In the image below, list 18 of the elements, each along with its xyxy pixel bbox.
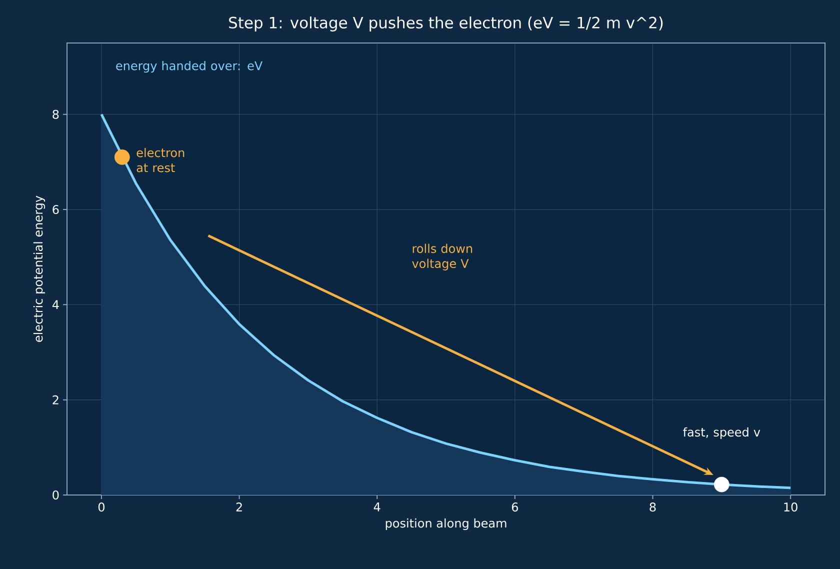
x-tick-label: 8 [650,502,656,512]
annotation: energy handed over: eV [116,60,263,73]
y-tick-label: 6 [52,204,59,214]
annotation: electron at rest [136,148,184,172]
x-tick-label: 4 [374,502,380,512]
chart-title: Step 1: voltage V pushes the electron (eV = 1/2 m v^2) [229,16,663,32]
y-axis-title: electric potential energy [33,196,46,342]
y-tick-label: 0 [52,490,59,500]
y-tick-label: 8 [52,110,59,119]
y-tick-label: 2 [52,395,58,404]
x-tick-label: 6 [512,502,518,512]
x-tick-label: 10 [784,502,798,512]
x-tick-label: 0 [98,502,104,512]
x-axis-title: position along beam [386,518,506,530]
annotation: rolls down voltage V [412,244,472,270]
y-tick-label: 4 [52,300,59,310]
x-tick-label: 2 [236,502,242,512]
annotation: fast, speed v [683,427,760,439]
